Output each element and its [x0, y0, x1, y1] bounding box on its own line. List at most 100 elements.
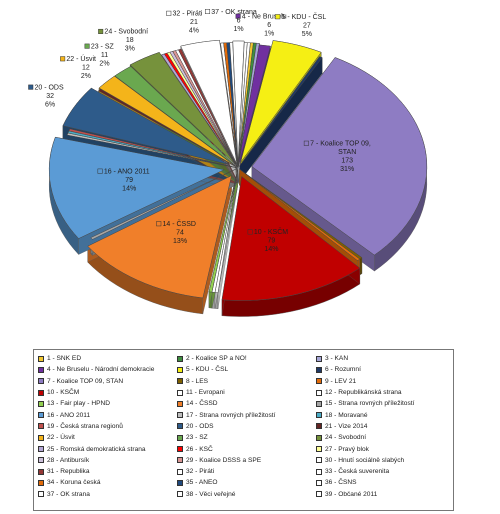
pie-slice: [68, 128, 237, 168]
legend-label: 18 - Moravané: [325, 411, 368, 419]
legend-label: 38 - Věci veřejné: [186, 490, 236, 498]
legend-item: 32 - Piráti: [177, 466, 316, 477]
legend-swatch: [316, 378, 322, 385]
slice-label-swatch: [303, 140, 309, 146]
legend-swatch: [38, 457, 44, 464]
pie-slice: [90, 168, 237, 240]
legend-swatch: [177, 412, 183, 419]
slice-label-text: 14 - ČSSD: [162, 219, 195, 228]
slice-label-swatch: [28, 84, 34, 90]
legend-label: 33 - Česká suverenita: [325, 468, 390, 476]
legend-swatch: [316, 412, 322, 419]
legend-label: 13 - Fair play - HPND: [47, 400, 111, 408]
legend-swatch: [316, 491, 322, 498]
legend-swatch: [38, 423, 44, 430]
slice-label-text: 1%: [264, 30, 274, 37]
legend-swatch: [316, 423, 322, 430]
slice-label-text: 32: [46, 93, 54, 100]
legend-item: 21 - Vize 2014: [316, 421, 455, 432]
legend-swatch: [316, 457, 322, 464]
legend-item: 39 - Občané 2011: [316, 489, 455, 500]
legend-swatch: [177, 423, 183, 430]
legend-swatch: [177, 468, 183, 475]
legend-swatch: [38, 400, 44, 407]
legend-item: 13 - Fair play - HPND: [38, 398, 177, 409]
legend-label: 6 - Rozumní: [325, 366, 361, 374]
legend-label: 20 - ODS: [186, 422, 214, 430]
legend-label: 4 - Ne Bruselu - Národní demokracie: [47, 366, 155, 374]
pie-slice: [238, 56, 323, 167]
pie-slice: [114, 66, 236, 166]
legend-swatch: [38, 491, 44, 498]
slice-label-swatch: [97, 168, 103, 174]
slice-label-text: 7 - Koalice TOP 09,: [310, 141, 371, 148]
pie-slice: [48, 136, 225, 239]
slice-label-text: 3%: [125, 46, 135, 53]
legend-item: 14 - ČSSD: [177, 398, 316, 409]
slice-label-text: 173: [341, 158, 353, 165]
legend-item: 25 - Romská demokratická strana: [38, 443, 177, 454]
legend-item: 5 - KDU - ČSL: [177, 364, 316, 375]
slice-label-text: 2%: [81, 73, 91, 80]
pie-slice: [221, 176, 361, 301]
slice-label-text: 4%: [189, 28, 199, 35]
slice-label: 23 - SZ 112%: [84, 43, 115, 67]
slice-label-swatch: [60, 56, 66, 62]
pie-slice: [98, 88, 237, 168]
legend-item: 17 - Strana rovných příležitostí: [177, 409, 316, 420]
legend-item: 30 - Hnutí sociálně slabých: [316, 455, 455, 466]
slice-label-text: 18: [126, 37, 134, 44]
legend-label: 14 - ČSSD: [186, 400, 218, 408]
slice-label: 22 - Úsvit 122%: [60, 54, 96, 80]
pie-slice: [62, 87, 230, 165]
legend-swatch: [38, 446, 44, 453]
legend-swatch: [316, 400, 322, 407]
legend-label: 35 - ANEO: [186, 479, 218, 487]
legend-swatch: [38, 355, 44, 362]
slice-label-swatch: [166, 10, 172, 16]
slice-label-text: 10 - KSČM: [254, 227, 288, 236]
slice-label-text: 14%: [264, 246, 278, 253]
legend-label: 15 - Strana rovných příležitostí: [325, 400, 415, 408]
legend-label: 30 - Hnutí sociálně slabých: [325, 456, 405, 464]
legend-item: 8 - LES: [177, 376, 316, 387]
legend-item: 38 - Věci veřejné: [177, 489, 316, 500]
legend-grid: 1 - SNK ED 2 - Koalice SP a NO! 3 - KAN 4 -…: [38, 353, 451, 508]
slice-label-swatch: [156, 221, 162, 227]
slice-label-text: 79: [268, 238, 276, 245]
legend-label: 10 - KSČM: [47, 389, 80, 397]
legend-swatch: [177, 355, 183, 362]
slice-label-text: 31%: [340, 166, 354, 173]
legend-label: 34 - Koruna česká: [47, 479, 101, 487]
legend-label: 21 - Vize 2014: [325, 422, 368, 430]
slice-label-text: 2%: [99, 60, 109, 67]
legend-item: 31 - Republika: [38, 466, 177, 477]
legend-item: 24 - Svobodní: [316, 432, 455, 443]
slice-label-text: 37 - OK strana: [211, 9, 257, 16]
legend-item: 12 - Republikánská strana: [316, 387, 455, 398]
slice-label-text: 13%: [173, 238, 187, 245]
legend-label: 22 - Úsvit: [47, 434, 75, 442]
legend-swatch: [177, 491, 183, 498]
legend-swatch: [177, 479, 183, 486]
legend-swatch: [316, 355, 322, 362]
legend-label: 24 - Svobodní: [325, 434, 367, 442]
slice-label-text: 32 - Piráti: [173, 11, 203, 18]
slice-label-text: 27: [303, 22, 311, 29]
legend-label: 11 - Evropani: [186, 389, 225, 397]
legend-swatch: [316, 468, 322, 475]
legend-label: 39 - Občané 2011: [325, 490, 378, 498]
legend-item: 9 - LEV 21: [316, 376, 455, 387]
legend-item: 35 - ANEO: [177, 477, 316, 488]
legend-item: 11 - Evropani: [177, 387, 316, 398]
slice-label-text: 16 - ANO 2011: [104, 168, 150, 175]
legend-swatch: [177, 434, 183, 441]
legend-item: 37 - OK strana: [38, 489, 177, 500]
legend-item: 1 - SNK ED: [38, 353, 177, 364]
pie-slice: [129, 52, 236, 165]
